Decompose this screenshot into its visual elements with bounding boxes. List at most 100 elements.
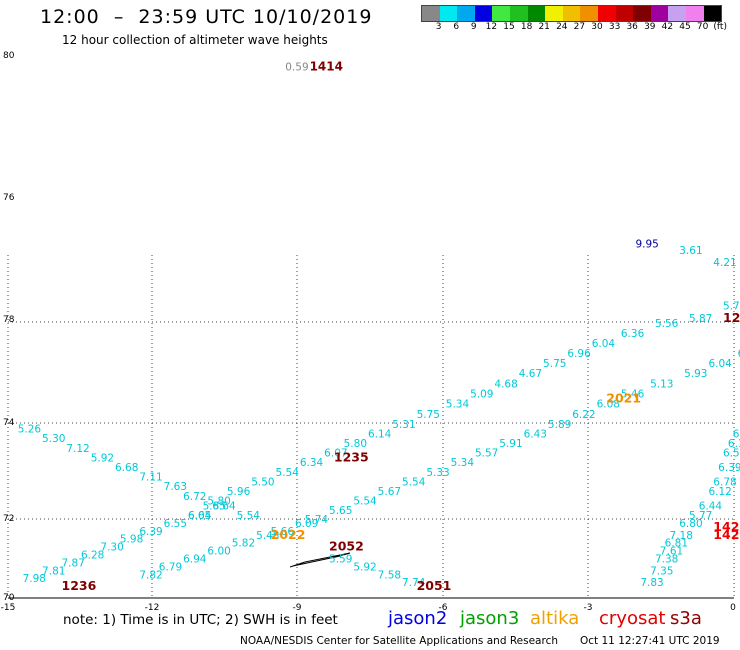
legend-label: 30 xyxy=(591,22,603,32)
x-tick-label: -15 xyxy=(1,603,16,613)
swh-value-label: 6.70 xyxy=(733,428,740,440)
swh-value-label: 5.77 xyxy=(689,510,712,522)
swh-value-label: 5.92 xyxy=(91,452,114,464)
swh-value-label: 5.09 xyxy=(470,389,493,401)
pass-time-label: 142 xyxy=(713,519,739,534)
legend-label: 12 xyxy=(485,22,498,32)
legend-label: 70 xyxy=(696,22,709,32)
ground-track-path xyxy=(289,552,351,568)
satellite-altika: altika xyxy=(530,608,580,629)
legend-label: 42 xyxy=(661,22,674,32)
swh-value-label: 6.72 xyxy=(183,491,206,503)
swh-value-label: 4.67 xyxy=(519,368,542,380)
swh-value-label: 7.30 xyxy=(100,542,123,554)
swh-value-label: 6.22 xyxy=(572,409,595,421)
swh-value-label: 7.35 xyxy=(650,565,673,577)
pass-time-label: 1236 xyxy=(62,578,97,593)
satellite-s3a: s3a xyxy=(670,608,702,629)
legend-swatch xyxy=(457,6,475,21)
swh-value-label: 6.36 xyxy=(621,328,645,340)
swh-value-label: 7.82 xyxy=(139,569,162,581)
pass-time-label: 1235 xyxy=(334,449,369,464)
x-tick-label: -9 xyxy=(293,603,302,613)
swh-value-label: 5.13 xyxy=(650,378,673,390)
legend-label: 9 xyxy=(470,22,477,32)
legend-swatch xyxy=(615,6,634,21)
swh-value-label: 6.39 xyxy=(139,526,162,538)
annotation-label: 0.59 xyxy=(285,61,308,73)
satellite-cryosat: cryosat xyxy=(599,608,666,629)
swh-value-label: 5.96 xyxy=(227,486,251,498)
y-tick-label: 70 xyxy=(3,593,15,603)
swh-value-label: 5.57 xyxy=(475,448,498,460)
swh-value-label: 5.30 xyxy=(42,433,65,445)
swh-value-label: 6.04 xyxy=(592,338,616,350)
swh-value-label: 5.46 xyxy=(621,389,645,401)
legend-swatch xyxy=(492,6,510,21)
legend-swatch xyxy=(685,6,704,21)
swh-value-label: 7.18 xyxy=(670,530,693,542)
swh-value-label: 6.09 xyxy=(295,518,318,530)
swh-value-label: 5.98 xyxy=(120,534,143,546)
swh-value-label: 6.07 xyxy=(324,448,347,460)
swh-value-label: 5.80 xyxy=(344,438,367,450)
swh-value-label: 6.43 xyxy=(524,428,547,440)
swh-value-label: 5.67 xyxy=(378,486,401,498)
y-tick-label: 72 xyxy=(3,514,14,524)
swh-value-label: 5.75 xyxy=(543,358,566,370)
swh-value-label: 7.11 xyxy=(139,472,162,484)
y-tick-label: 78 xyxy=(3,315,15,325)
swh-value-label: 5.59 xyxy=(329,553,352,565)
y-tick-label: 76 xyxy=(3,193,15,203)
legend-label: 15 xyxy=(503,22,515,32)
legend-swatch xyxy=(509,6,528,21)
legend-label: (ft) xyxy=(713,22,727,32)
swh-value-label: 6.81 xyxy=(665,538,688,550)
legend-swatch xyxy=(422,6,440,21)
swh-value-label: 6.55 xyxy=(164,518,187,530)
pass-time-label: 123 xyxy=(723,310,740,325)
pass-time-label: 2052 xyxy=(329,539,364,554)
swh-value-label: 5.54 xyxy=(237,510,261,522)
swh-value-label: 6.13 xyxy=(728,438,740,450)
legend-label: 3 xyxy=(435,22,442,32)
swh-value-label: 6.14 xyxy=(368,428,392,440)
swh-value-label: 5.34 xyxy=(451,457,475,469)
swh-value-label: 6.04 xyxy=(708,358,732,370)
y-tick-label: 74 xyxy=(3,418,15,428)
color-legend-labels: 3 6 9 12 15 18 21 24 27 30 33 36 39 42 45 70 (ft) xyxy=(421,22,740,34)
swh-value-label: 7.12 xyxy=(66,443,89,455)
swh-value-label: 5.92 xyxy=(353,561,376,573)
swh-value-label: 5.82 xyxy=(232,538,255,550)
footer-credit: NOAA/NESDIS Center for Satellite Applica… xyxy=(240,635,558,647)
swh-value-label: 6.64 xyxy=(212,500,236,512)
annotation-label: 4.21 xyxy=(713,257,736,269)
legend-swatch xyxy=(633,6,651,21)
swh-value-label: 6.94 xyxy=(183,553,207,565)
legend-swatch xyxy=(668,6,686,21)
swh-value-label: 6.12 xyxy=(708,486,731,498)
swh-value-label: 6.39 xyxy=(718,462,740,474)
satellite-jason3: jason3 xyxy=(460,608,520,629)
swh-value-label: 7.87 xyxy=(62,557,85,569)
y-tick-label: 80 xyxy=(3,51,15,61)
swh-value-label: 6.28 xyxy=(81,550,104,562)
pass-time-label: 2021 xyxy=(606,391,641,406)
footer-note: note: 1) Time is in UTC; 2) SWH is in fe… xyxy=(63,612,338,628)
swh-value-label: 6.80 xyxy=(679,518,702,530)
swh-value-label: 5.54 xyxy=(276,467,300,479)
legend-swatch xyxy=(597,6,616,21)
footer-timestamp: Oct 11 12:27:41 UTC 2019 xyxy=(580,635,720,647)
legend-swatch xyxy=(474,6,493,21)
color-legend xyxy=(421,5,723,22)
legend-swatch xyxy=(703,6,722,21)
legend-label: 21 xyxy=(538,22,550,32)
swh-value-label: 7.83 xyxy=(640,577,663,589)
swh-value-label: 6.96 xyxy=(567,348,591,360)
legend-label: 36 xyxy=(626,22,638,32)
legend-label: 27 xyxy=(573,22,586,32)
swh-value-label: 5.34 xyxy=(446,399,470,411)
swh-value-label: 5.66 xyxy=(271,526,295,538)
swh-value-label: 5.65 xyxy=(329,505,352,517)
swh-value-label: 5.54 xyxy=(402,476,426,488)
